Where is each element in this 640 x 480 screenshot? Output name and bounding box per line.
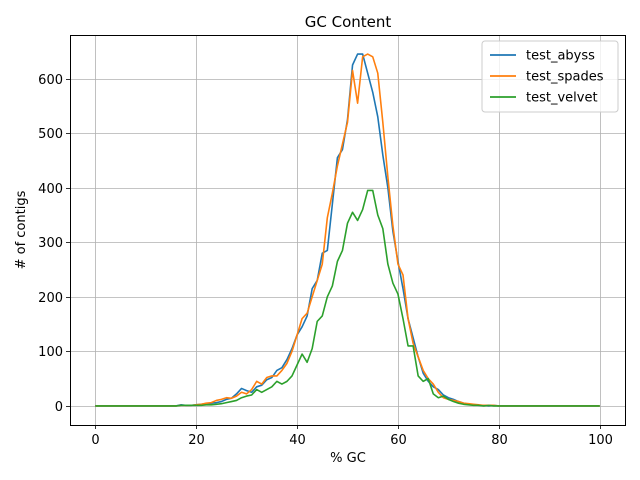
x-tick-label-0: 0 — [91, 433, 99, 448]
legend: test_abyss test_spades test_velvet — [481, 40, 619, 113]
y-tick-label-300: 300 — [38, 236, 63, 251]
y-tick-label-0: 0 — [55, 400, 63, 415]
y-tick-label-500: 500 — [38, 127, 63, 142]
legend-label-test_velvet: test_velvet — [526, 91, 598, 106]
y-tick-label-100: 100 — [38, 345, 63, 360]
legend-label-test_abyss: test_abyss — [526, 49, 595, 64]
x-tick-label-20: 20 — [188, 433, 205, 448]
plot-frame — [70, 35, 626, 426]
legend-label-test_spades: test_spades — [526, 70, 604, 85]
chart-title: GC Content — [305, 13, 392, 31]
legend-box — [481, 40, 619, 113]
y-axis-label: # of contigs — [14, 190, 29, 269]
x-tick-label-40: 40 — [289, 433, 306, 448]
series-lines — [95, 53, 600, 407]
y-tick-label-600: 600 — [38, 73, 63, 88]
axis-ticks: 0 20 40 60 80 100 0 100 200 300 400 500 600 — [38, 73, 613, 448]
series-line-test_velvet — [95, 189, 600, 407]
x-tick-label-80: 80 — [491, 433, 508, 448]
y-tick-label-200: 200 — [38, 291, 63, 306]
x-tick-label-100: 100 — [588, 433, 613, 448]
x-axis-label: % GC — [330, 451, 366, 466]
x-tick-label-60: 60 — [390, 433, 407, 448]
y-tick-label-400: 400 — [38, 182, 63, 197]
grid — [70, 35, 625, 425]
